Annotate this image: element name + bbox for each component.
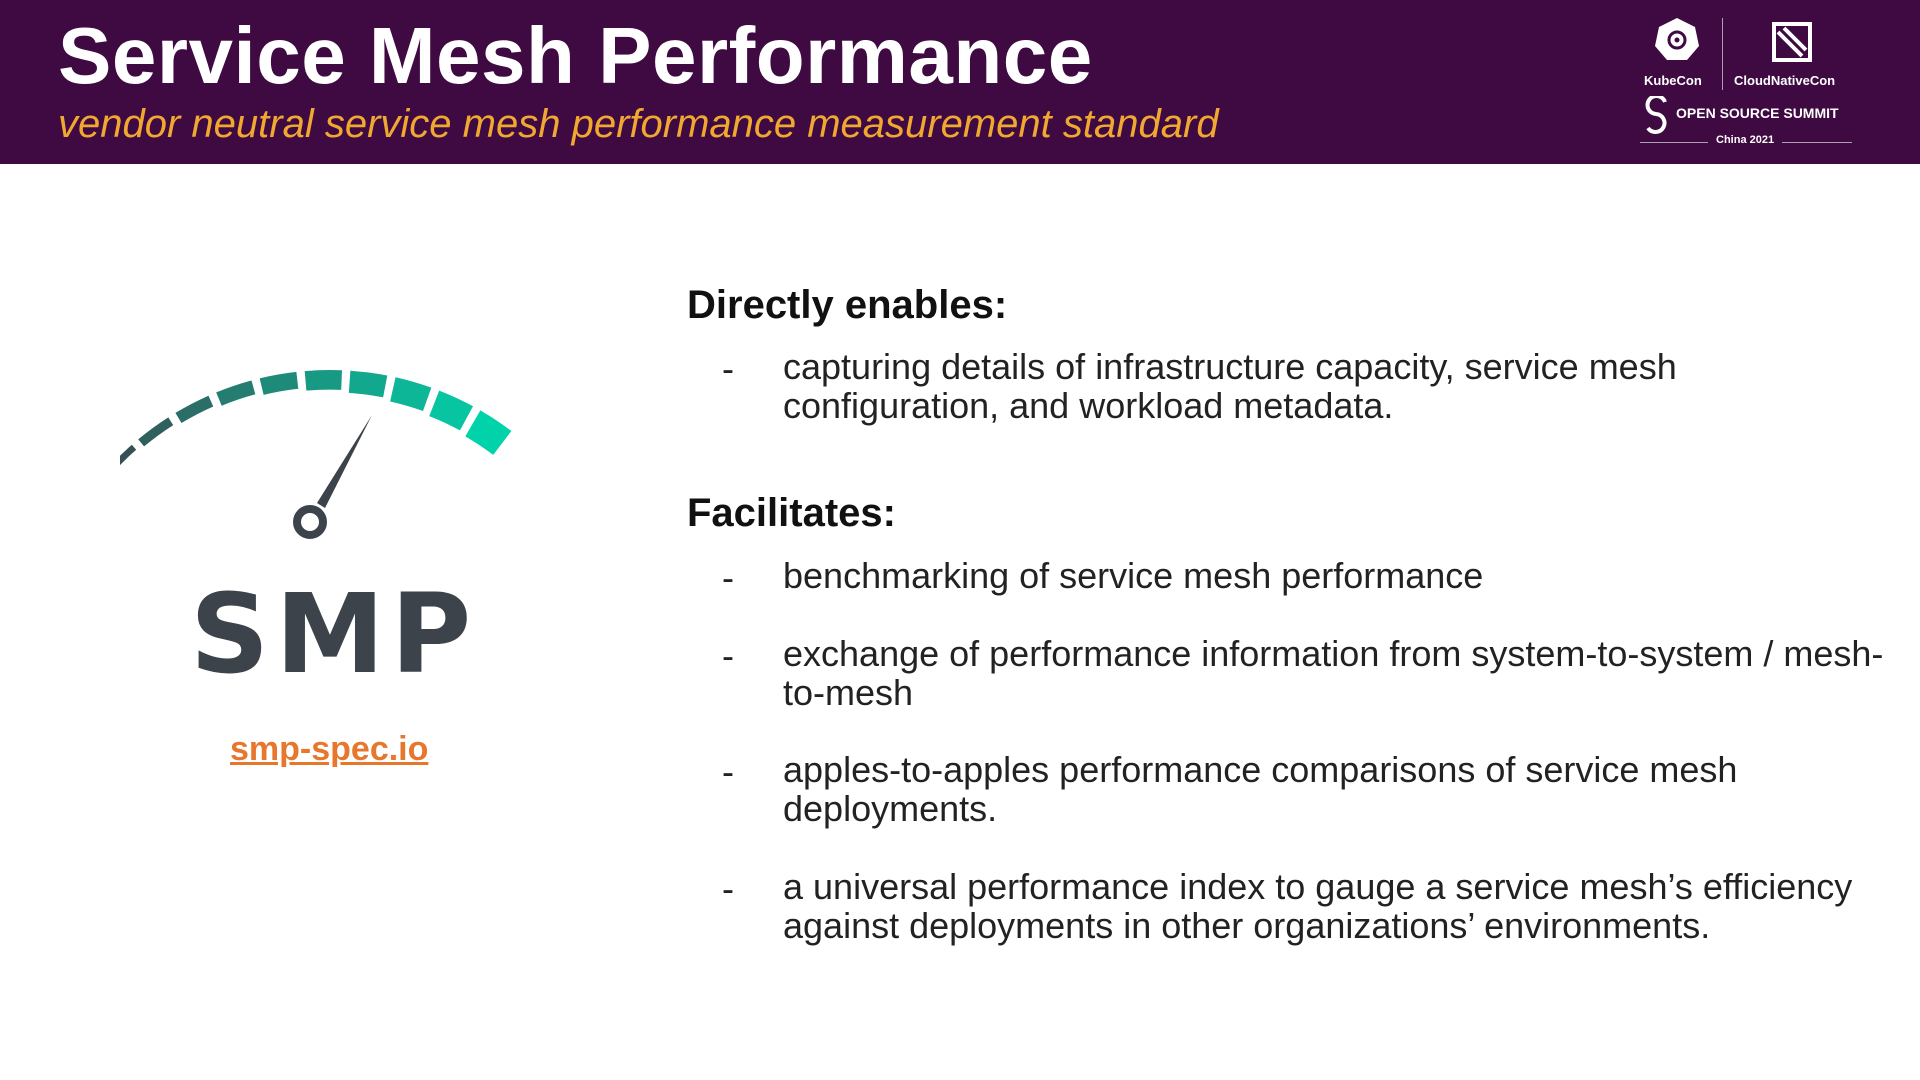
list-item: apples-to-apples performance comparisons…	[783, 749, 1738, 829]
gauge-segment	[390, 377, 432, 411]
list-item: capturing details of infrastructure capa…	[783, 346, 1677, 426]
gauge-arc	[120, 370, 512, 466]
open-source-summit-icon	[1645, 96, 1667, 134]
open-source-summit-label: OPEN SOURCE SUMMIT	[1676, 105, 1839, 121]
bullet-marker: -	[722, 635, 734, 676]
section-heading-facilitates: Facilitates:	[687, 491, 896, 535]
gauge-segment	[138, 417, 174, 447]
gauge-needle	[317, 415, 372, 508]
section-heading-directly-enables: Directly enables:	[687, 283, 1008, 327]
bullet-marker: -	[722, 868, 734, 909]
list-item: a universal performance index to gauge a…	[783, 866, 1853, 946]
list-item: exchange of performance information from…	[783, 633, 1884, 713]
smp-logo-text: SMP	[190, 570, 478, 698]
gauge-icon	[120, 370, 512, 539]
gauge-segment	[175, 395, 214, 424]
gauge-segment	[120, 444, 137, 466]
kubernetes-icon	[1655, 18, 1699, 60]
gauge-segment	[465, 410, 512, 455]
slide-title: Service Mesh Performance	[58, 11, 1093, 100]
gauge-segment	[216, 380, 256, 406]
logo-divider	[1722, 18, 1723, 90]
gauge-segment	[304, 370, 342, 391]
cloudnativecon-label: CloudNativeCon	[1734, 73, 1836, 88]
cloudnativecon-icon	[1772, 22, 1812, 62]
gauge-segment	[429, 390, 474, 431]
bullet-marker: -	[722, 348, 734, 389]
gauge-pivot	[293, 505, 327, 539]
gauge-segment	[259, 371, 299, 395]
event-logos: KubeCon CloudNativeCon OPEN SOURCE SUMMI…	[1630, 12, 1920, 152]
bullet-marker: -	[722, 557, 734, 598]
slide-subtitle: vendor neutral service mesh performance …	[58, 102, 1219, 146]
event-label: China 2021	[1716, 134, 1775, 146]
smp-spec-link[interactable]: smp-spec.io	[230, 730, 429, 768]
slide-header: Service Mesh Performance vendor neutral …	[0, 0, 1920, 164]
bullet-marker: -	[722, 751, 734, 792]
kubecon-label: KubeCon	[1644, 73, 1702, 88]
list-item: benchmarking of service mesh performance	[783, 555, 1484, 596]
gauge-segment	[348, 370, 388, 398]
